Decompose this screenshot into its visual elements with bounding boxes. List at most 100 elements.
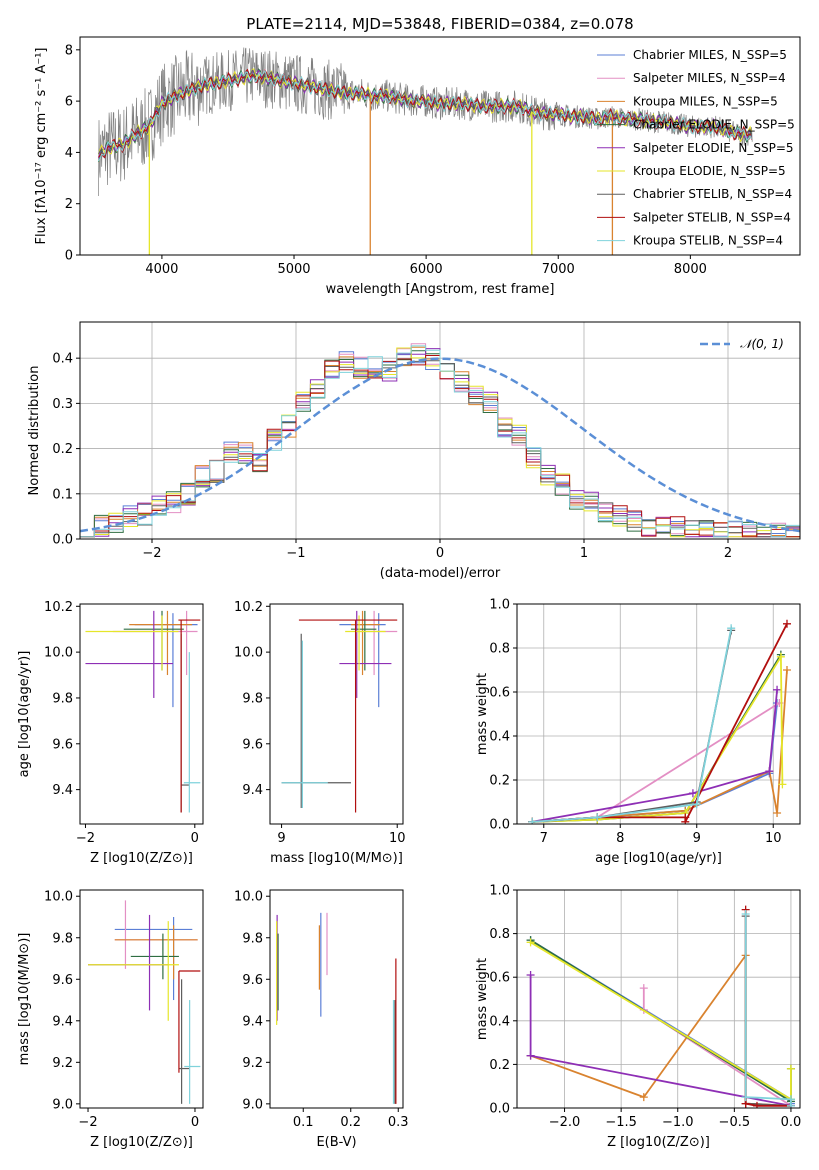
y-tick-label: 9.0	[242, 1097, 263, 1112]
normal-distribution-curve	[80, 357, 800, 533]
y-tick-label: 9.8	[52, 931, 73, 946]
series-marker-salpeter-stelib	[681, 817, 690, 824]
series-marker-kroupa-stelib	[741, 909, 750, 918]
point-kroupa-elodie	[85, 615, 179, 671]
y-tick-label: 6	[65, 95, 73, 110]
point-kroupa-stelib	[183, 652, 201, 813]
series-marker-kroupa-stelib	[741, 1093, 750, 1102]
series-marker-kroupa-elodie	[776, 652, 785, 661]
point-salpeter-stelib	[298, 619, 398, 813]
y-tick-label: 0.0	[52, 533, 73, 548]
point-chabrier-stelib	[180, 633, 190, 813]
series-line-kroupa-miles	[530, 952, 791, 1107]
x-tick-label: 7	[540, 831, 548, 846]
legend: Chabrier MILES, N_SSP=5 Salpeter MILES, N…	[597, 48, 795, 248]
y-tick-label: 10.2	[234, 600, 263, 615]
y-tick-label: 0.4	[52, 352, 73, 367]
y-tick-label: 0.8	[489, 642, 510, 657]
legend-label-salpeter-elodie: Salpeter ELODIE, N_SSP=5	[633, 141, 794, 155]
x-tick-label: 0.0	[781, 1115, 802, 1130]
y-tick-label: 9.4	[242, 783, 263, 798]
series-marker-kroupa-stelib	[692, 800, 701, 809]
series-marker-salpeter-elodie	[765, 767, 774, 776]
series-marker-kroupa-stelib	[528, 817, 537, 824]
series-marker-kroupa-elodie	[786, 1064, 795, 1073]
point-chabrier-stelib	[178, 979, 190, 1104]
x-tick-label: 0	[436, 546, 444, 561]
point-salpeter-elodie	[339, 610, 392, 698]
series-marker-salpeter-stelib	[752, 1101, 761, 1108]
point-salpeter-stelib	[178, 619, 201, 813]
y-tick-label: 10.0	[44, 646, 73, 661]
legend-label-kroupa-miles: Kroupa MILES, N_SSP=5	[633, 94, 778, 108]
y-axis-label: mass [log10(M/M⊙)]	[17, 933, 32, 1066]
x-tick-label: 10	[765, 831, 782, 846]
y-tick-label: 0.2	[52, 442, 73, 457]
figure-title: PLATE=2114, MJD=53848, FIBERID=0384, z=0…	[246, 15, 633, 33]
series-marker-salpeter-elodie	[688, 789, 697, 798]
legend-label-kroupa-stelib: Kroupa STELIB, N_SSP=4	[633, 234, 783, 248]
series-line-kroupa-elodie	[532, 653, 784, 823]
mass-vs-ebv-panel: 0.1 0.2 0.3 9.0 9.2 9.4 9.6 9.8 10.0 E(B-V)	[234, 889, 409, 1150]
axes-frame	[269, 603, 404, 825]
legend-label-salpeter-stelib: Salpeter STELIB, N_SSP=4	[633, 210, 791, 224]
y-tick-label: 1.0	[489, 598, 510, 613]
legend-label-chabrier-elodie: Chabrier ELODIE, N_SSP=5	[633, 118, 795, 132]
y-axis-label: Flux [fλ10⁻¹⁷ erg cm⁻² s⁻¹ A⁻¹]	[34, 48, 49, 245]
x-tick-label: 0.3	[388, 1115, 409, 1130]
y-tick-label: 9.6	[242, 973, 263, 988]
histogram-kroupa-miles	[80, 346, 800, 538]
x-tick-label: −2	[78, 1115, 97, 1130]
x-tick-label: −1.5	[605, 1115, 637, 1130]
y-tick-label: 2	[65, 197, 73, 212]
y-tick-label: 0.0	[489, 1102, 510, 1117]
y-tick-label: 10.2	[44, 600, 73, 615]
plot-area	[281, 610, 398, 813]
y-tick-label: 9.8	[242, 931, 263, 946]
histogram-salpeter-miles	[80, 343, 800, 538]
point-salpeter-miles	[114, 900, 198, 969]
y-tick-label: 9.4	[242, 1014, 263, 1029]
axes-frame	[79, 603, 204, 825]
y-tick-label: 9.2	[242, 1056, 263, 1071]
residual-histogram-panel: −2 −1 0 1 2 0.0 0.1 0.2 0.3 0.4 (data-model)/error…	[27, 321, 801, 581]
series-marker-salpeter-elodie	[773, 685, 782, 694]
y-tick-label: 4	[65, 146, 73, 161]
point-chabrier-miles	[114, 916, 193, 1001]
y-tick-label: 9.4	[52, 1014, 73, 1029]
point-salpeter-stelib	[178, 970, 201, 1073]
y-tick-label: 0.6	[489, 686, 510, 701]
y-tick-label: 8	[65, 43, 73, 58]
plot-area	[88, 900, 201, 1104]
x-tick-label: −2	[76, 831, 95, 846]
x-axis-label: age [log10(age/yr)]	[595, 851, 722, 866]
x-axis-label: wavelength [Angstrom, rest frame]	[326, 282, 555, 297]
plot-area	[276, 912, 397, 1104]
point-chabrier-miles	[134, 613, 198, 708]
x-axis-label: mass [log10(M/M⊙)]	[270, 851, 403, 866]
y-tick-label: 9.8	[52, 691, 73, 706]
y-tick-label: 1.0	[489, 884, 510, 899]
y-tick-label: 0	[65, 249, 73, 264]
y-tick-label: 0.0	[489, 818, 510, 833]
y-tick-label: 9.6	[52, 973, 73, 988]
legend-label-salpeter-miles: Salpeter MILES, N_SSP=4	[633, 71, 786, 85]
x-tick-label: 0.2	[340, 1115, 361, 1130]
mass-vs-metallicity-panel: −2 0 9.0 9.2 9.4 9.6 9.8 10.0 Z [log10(Z/Z⊙)] mas…	[17, 889, 204, 1150]
y-axis-label: age [log10(age/yr)]	[17, 651, 32, 778]
point-chabrier-elodie	[130, 933, 179, 980]
x-tick-label: 9	[693, 831, 701, 846]
point-kroupa-miles	[114, 925, 198, 980]
x-axis-label: Z [log10(Z/Z⊙)]	[90, 851, 193, 866]
histogram-kroupa-elodie	[80, 347, 800, 538]
axes-frame	[516, 603, 801, 825]
point-salpeter-elodie	[85, 610, 173, 698]
plot-area	[526, 905, 795, 1108]
series-marker-salpeter-miles	[639, 984, 648, 993]
y-tick-label: 0.1	[52, 487, 73, 502]
axes-frame	[79, 889, 204, 1109]
histogram-chabrier-miles	[80, 351, 800, 538]
y-tick-label: 10.0	[234, 646, 263, 661]
plot-area	[98, 47, 753, 255]
plot-area	[528, 619, 791, 824]
